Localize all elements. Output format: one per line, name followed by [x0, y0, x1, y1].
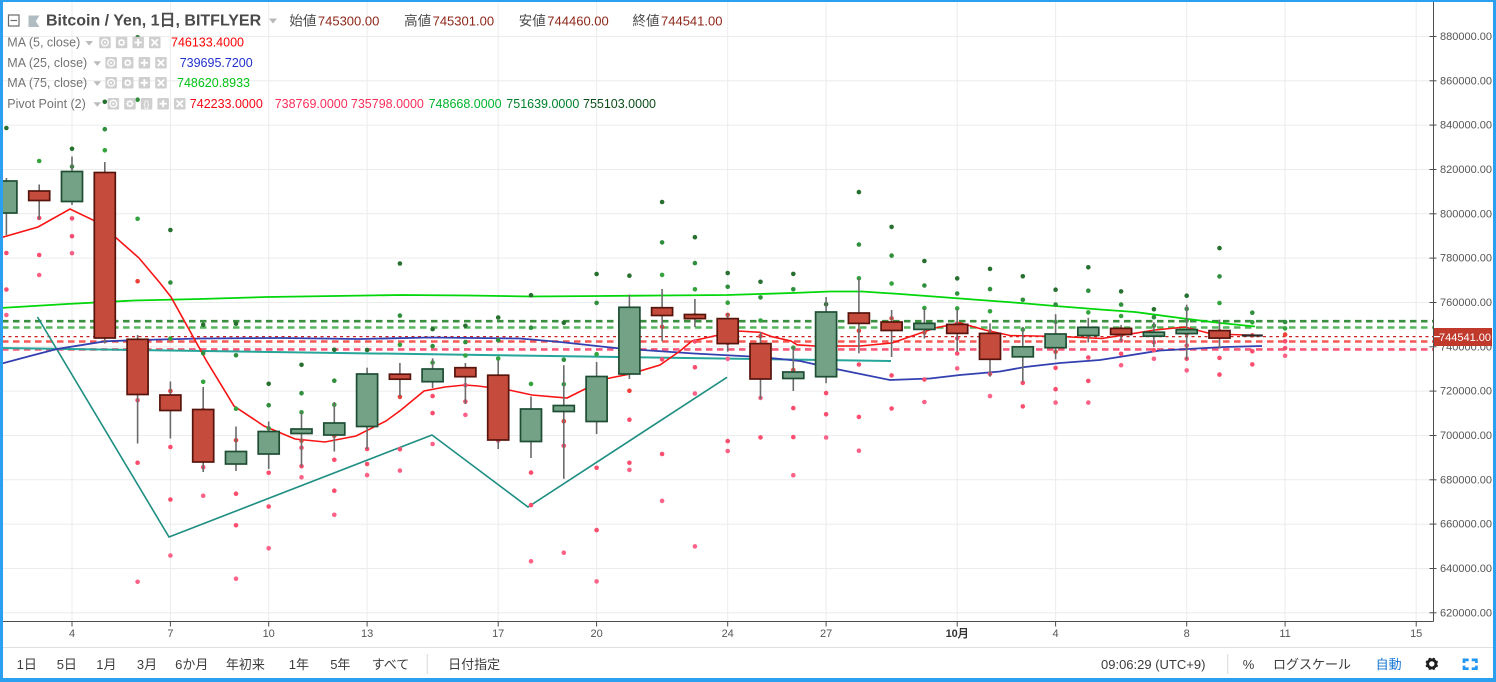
- svg-text:13: 13: [361, 628, 373, 640]
- svg-text:738769.0000: 738769.0000: [275, 97, 348, 111]
- svg-text:09:06:29 (UTC+9): 09:06:29 (UTC+9): [1101, 657, 1205, 672]
- svg-text:MA (25, close): MA (25, close): [7, 56, 87, 70]
- svg-text:3月: 3月: [137, 657, 157, 672]
- svg-text:自動: 自動: [1376, 657, 1402, 672]
- svg-text:Pivot Point (2): Pivot Point (2): [7, 97, 86, 111]
- svg-text:8: 8: [1184, 628, 1190, 640]
- svg-text:700000.00: 700000.00: [1440, 430, 1492, 442]
- svg-text:6か月: 6か月: [175, 657, 208, 672]
- svg-text:755103.0000: 755103.0000: [583, 97, 656, 111]
- svg-text:840000.00: 840000.00: [1440, 120, 1492, 132]
- svg-text:680000.00: 680000.00: [1440, 474, 1492, 486]
- svg-text:終値: 終値: [633, 14, 660, 29]
- svg-text:高値: 高値: [404, 13, 431, 29]
- svg-text:Bitcoin / Yen, 1日, BITFLYER: Bitcoin / Yen, 1日, BITFLYER: [46, 12, 262, 30]
- svg-text:%: %: [1243, 657, 1255, 672]
- svg-text:720000.00: 720000.00: [1440, 386, 1492, 398]
- svg-text:745300.00: 745300.00: [318, 14, 379, 29]
- svg-text:739695.7200: 739695.7200: [180, 56, 253, 70]
- svg-text:760000.00: 760000.00: [1440, 297, 1492, 309]
- svg-text:640000.00: 640000.00: [1440, 563, 1492, 575]
- svg-text:780000.00: 780000.00: [1440, 253, 1492, 265]
- svg-text:5日: 5日: [57, 657, 77, 672]
- svg-text:すべて: すべて: [372, 657, 410, 672]
- svg-text:11: 11: [1279, 628, 1290, 640]
- svg-text:620000.00: 620000.00: [1440, 607, 1492, 619]
- svg-text:20: 20: [590, 628, 602, 640]
- svg-text:10月: 10月: [946, 627, 969, 640]
- svg-text:MA (5, close): MA (5, close): [7, 36, 80, 50]
- svg-text:744541.00: 744541.00: [1439, 332, 1491, 344]
- svg-text:安値: 安値: [519, 14, 546, 29]
- svg-text:始値: 始値: [289, 14, 316, 29]
- svg-text:735798.0000: 735798.0000: [351, 97, 424, 111]
- svg-text:660000.00: 660000.00: [1440, 519, 1492, 531]
- svg-text:24: 24: [722, 628, 734, 640]
- svg-text:745301.00: 745301.00: [433, 14, 494, 29]
- svg-text:800000.00: 800000.00: [1440, 208, 1492, 220]
- svg-text:742233.0000: 742233.0000: [190, 97, 263, 111]
- svg-text:MA (75, close): MA (75, close): [7, 76, 87, 90]
- svg-text:744541.00: 744541.00: [661, 14, 722, 29]
- svg-text:ログスケール: ログスケール: [1273, 657, 1351, 672]
- svg-text:17: 17: [492, 628, 504, 640]
- svg-text:10: 10: [263, 628, 275, 640]
- svg-text:744460.00: 744460.00: [547, 14, 608, 29]
- svg-text:1日: 1日: [17, 657, 37, 672]
- svg-text:820000.00: 820000.00: [1440, 164, 1492, 176]
- svg-text:日付指定: 日付指定: [448, 657, 500, 672]
- svg-text:年初来: 年初来: [226, 657, 265, 672]
- svg-text:748668.0000: 748668.0000: [429, 97, 502, 111]
- svg-text:751639.0000: 751639.0000: [506, 97, 579, 111]
- svg-text:1月: 1月: [96, 657, 116, 672]
- svg-text:860000.00: 860000.00: [1440, 75, 1492, 87]
- svg-text:7: 7: [167, 628, 173, 640]
- svg-text:748620.8933: 748620.8933: [177, 76, 250, 90]
- svg-text:4: 4: [69, 628, 75, 640]
- svg-text:15: 15: [1410, 628, 1422, 640]
- svg-text:5年: 5年: [330, 657, 350, 672]
- svg-text:1年: 1年: [289, 657, 309, 672]
- svg-text:4: 4: [1053, 628, 1059, 640]
- svg-text:27: 27: [820, 628, 832, 640]
- svg-text:746133.4000: 746133.4000: [171, 36, 244, 50]
- svg-text:880000.00: 880000.00: [1440, 31, 1492, 43]
- svg-text:{}: {}: [144, 99, 150, 109]
